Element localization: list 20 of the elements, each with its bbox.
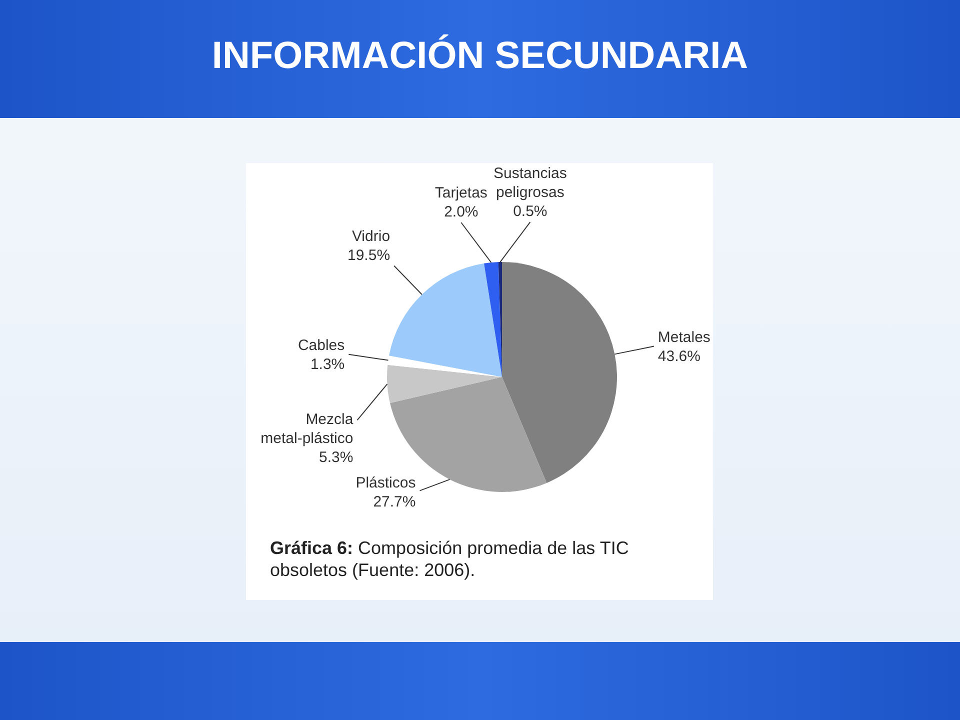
data-label: 2.0% xyxy=(444,204,478,221)
slice-label: Sustancias peligrosas xyxy=(494,165,567,202)
slice-label: Vidrio xyxy=(352,228,390,245)
chart-title: INFORMACIÓN SECUNDARIA xyxy=(210,35,750,78)
slice-label: Plásticos xyxy=(356,474,416,492)
data-label: 19.5% xyxy=(348,246,390,264)
data-label: 1.3% xyxy=(310,356,345,373)
pie-slice xyxy=(502,262,617,483)
slice-label: Cables xyxy=(298,336,345,354)
data-label: 0.5% xyxy=(513,203,548,220)
data-label: 5.3% xyxy=(319,449,354,466)
data-label: 43.6% xyxy=(658,348,700,365)
text: Gráfica 6: Composición promedia de las TIC obsoletos (Fuente: 2006). xyxy=(270,537,630,581)
pie-slice xyxy=(387,364,502,403)
pie-slice xyxy=(389,263,502,377)
slice-label: Tarjetas xyxy=(434,184,488,202)
slice-label: Mezcla metal-plástico xyxy=(260,411,354,448)
slice-label: Metales xyxy=(658,328,710,346)
data-label: 27.7% xyxy=(373,493,416,510)
pie-slice xyxy=(484,262,502,377)
